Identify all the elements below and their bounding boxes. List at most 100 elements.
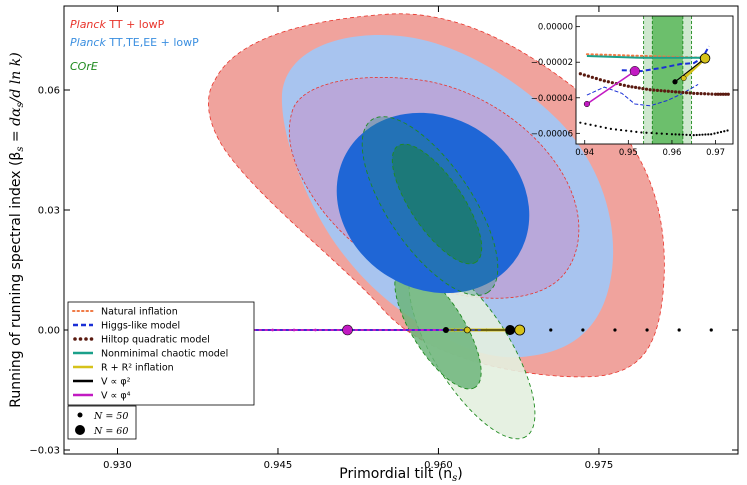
plot-frame [63,5,739,455]
phi2-n50-marker [442,327,449,333]
inset-x-tick-label: 0.94 [575,148,594,158]
inset-hilltop-lower-dot [640,131,643,134]
x-tick-label: 0.975 [585,460,614,471]
inset-x-tick-label: 0.97 [706,148,725,158]
inset-phi2-n50 [672,79,678,85]
inset-hilltop-dot [626,84,630,88]
r2-n50-marker [464,326,471,334]
inset-phi4-n50 [583,100,590,108]
inset-hilltop-lower-dot [630,130,633,133]
inset-hilltop-dot [594,76,598,81]
inset-hilltop-dot [726,92,730,96]
inset-hilltop-lower-dot [726,129,729,132]
dataset-label-planck-tttee: Planck TT,TE,EE + lowP [70,36,199,49]
dataset-label-planck-tt: Planck TT + lowP [70,18,165,31]
inset-hilltop-lower-dot [579,121,582,124]
inset-hilltop-dot [630,85,634,89]
inset-hilltop-dot [655,88,660,92]
inset-hilltop-lower-dot [645,131,648,134]
inset-nonminimal-chaotic [586,55,705,59]
inset-hilltop-dot [677,90,681,94]
inset-hilltop-lower-dot [650,131,653,135]
inset-phi2-segment [674,58,706,83]
inset-hilltop-dot [703,92,707,96]
inset-hilltop-lower-dot [719,130,723,134]
y-tick-label: 0.03 [38,206,60,217]
phi2-n60-marker [505,325,516,335]
y-tick-label: 0.00 [38,326,60,337]
natural-inflation-point [742,328,745,331]
inset-hilltop-lower-dot [670,133,674,136]
inset-hilltop-dot [652,88,656,92]
legend: Natural inflation Higgs-like model Hiltop … [67,301,255,440]
inset-hilltop-lower-dot [689,133,692,137]
inset-hilltop-dot [644,87,649,91]
legend-label: R + R² inflation [101,363,174,374]
inset-hilltop-dot [684,91,689,95]
y-tick-label: 0.06 [38,86,60,97]
inset-hilltop-dot [578,72,582,76]
x-axis-ticks: 0.930 0.945 0.960 0.975 [103,6,613,471]
natural-inflation-point [645,328,649,332]
inset-y-tick-label: 0.00000 [538,23,573,33]
size-legend-large-label: N = 60 [93,426,128,437]
natural-inflation-point [549,328,553,332]
inset-hilltop-lower-dot [674,133,677,136]
inset-hilltop-lower-dot [704,133,707,136]
inset-hilltop-lower-dot [665,132,668,136]
legend-swatch-dot [78,337,83,341]
inset-hilltop-lower-dot [710,133,713,136]
natural-inflation-point [581,328,585,332]
inset-hilltop-dot [641,86,645,91]
inset-y-tick-label: −0.00004 [531,94,573,104]
inset-hilltop-dot [610,81,614,85]
size-legend-small-label: N = 50 [93,411,128,422]
inset-hilltop-dot [602,79,606,83]
phi4-n60-marker [342,324,353,336]
inset-hilltop-dot [673,90,678,94]
size-legend-large-marker [75,425,85,435]
inset-hilltop-lower-dot [701,133,704,136]
size-legend-small-marker [77,412,83,418]
inset-hilltop-dot [648,88,652,92]
legend-box [67,301,255,406]
inset-phi4-segment [586,70,636,105]
contour-layer [208,13,745,440]
inset-hilltop-dot [719,92,723,96]
y-axis-ticks: −0.03 0.00 0.03 0.06 [29,86,738,457]
inset-x-tick-label: 0.95 [619,148,638,158]
inset-hilltop-lower-dot [584,122,587,125]
contour-core-68 [394,266,482,390]
legend-label: V ∝ φ⁴ [101,391,131,402]
inset-hilltop-dot [695,91,699,96]
x-tick-label: 0.960 [424,460,453,471]
legend-label: Hiltop quadratic model [101,335,210,346]
inset-hilltop-dot [688,91,692,95]
inset-hilltop-dot [659,89,663,93]
inset-hilltop-lower-dot [609,127,612,130]
phi4-small-point [292,328,296,332]
legend-label: Higgs-like model [101,321,180,332]
inset-frame [575,15,734,145]
inset-hilltop-dot [606,80,610,84]
dataset-labels: Planck TT + lowP Planck TT,TE,EE + lowP … [70,18,199,73]
inset-plot: 0.94 0.95 0.96 0.97 0.00000 −0.00002 −0.00004… [531,15,734,158]
inset-hilltop-lower-dot [660,132,663,135]
dataset-label-core: COrE [70,60,98,73]
inset-hilltop-lower-dot [655,132,658,135]
inset-hilltop-dot [666,89,670,93]
inset-hilltop-lower-dot [589,123,592,126]
legend-swatch-dot [84,337,88,341]
inset-hilltop-dot [582,73,586,77]
inset-hilltop-dot [706,92,710,96]
inset-hilltop-dot [663,89,667,93]
inset-hilltop-dot [721,92,725,96]
inset-hilltop-lower-dot [614,128,618,131]
x-tick-label: 0.945 [264,460,293,471]
y-tick-label: −0.03 [29,446,60,457]
inset-hilltop-dot [590,75,594,79]
x-axis-label: Primordial tilt (ns) [339,466,462,484]
inset-hilltop-lower-dot [695,133,698,137]
inset-hilltop-dot [699,92,703,96]
inset-hilltop-lower-dot [594,124,597,127]
